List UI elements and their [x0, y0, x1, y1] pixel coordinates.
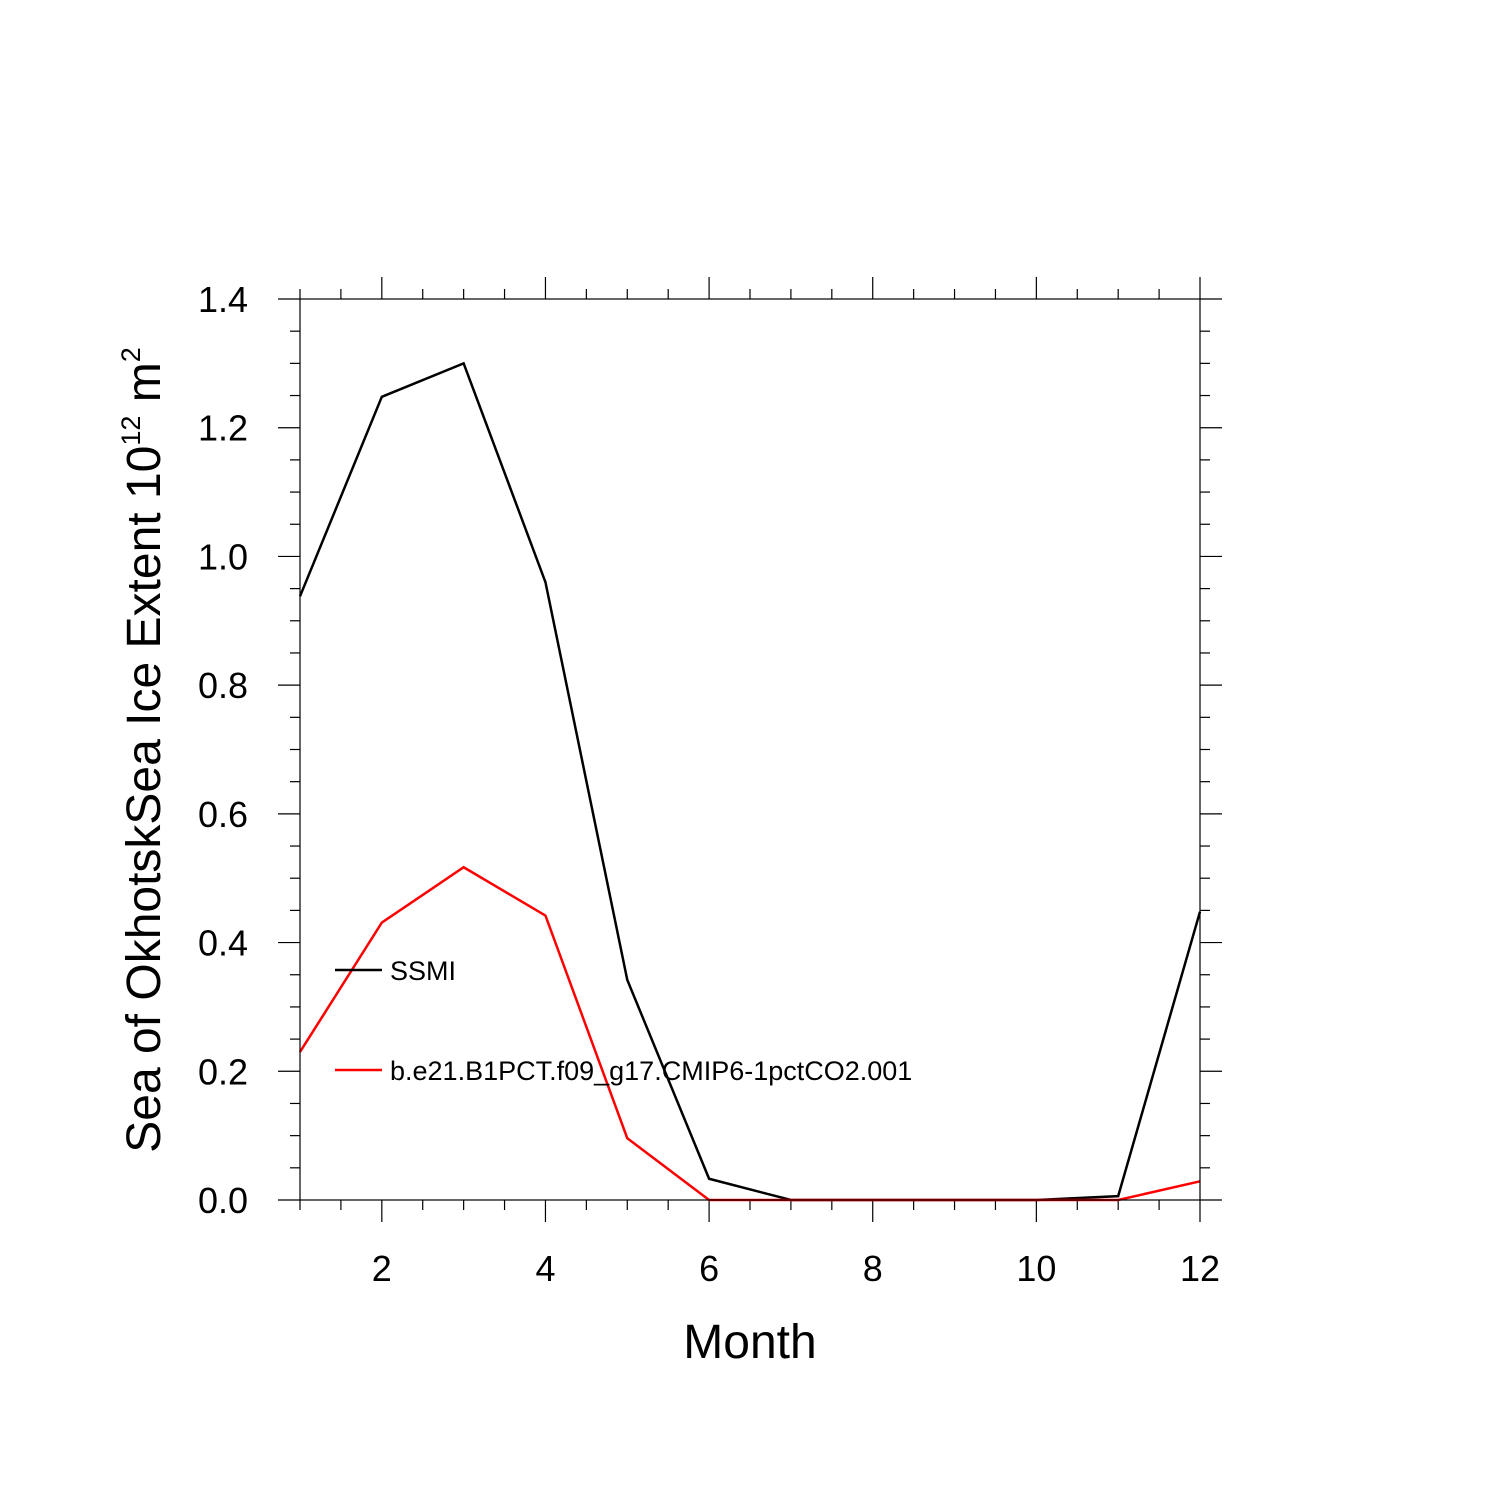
- axis-ticks: [278, 277, 1222, 1222]
- plot-frame: [299, 298, 1201, 1201]
- y-tick-label: 0.8: [198, 665, 248, 706]
- y-axis-title-exponent: 12: [116, 416, 146, 446]
- x-tick-label: 2: [372, 1248, 392, 1289]
- legend: SSMI b.e21.B1PCT.f09_g17.CMIP6-1pctCO2.0…: [335, 956, 912, 1086]
- y-tick-label: 1.2: [198, 408, 248, 449]
- x-tick-label: 6: [699, 1248, 719, 1289]
- x-tick-label: 10: [1016, 1248, 1056, 1289]
- y-axis-title-main: Sea of OkhotskSea Ice Extent 10: [118, 446, 171, 1153]
- y-axis-title-unit-exponent: 2: [116, 347, 146, 362]
- legend-label-ssmi: SSMI: [390, 956, 456, 986]
- y-axis-title: Sea of OkhotskSea Ice Extent 1012 m2: [116, 347, 171, 1153]
- tick-labels: 2 4 6 8 10 12 0.0 0.2 0.4 0.6 0.8 1.0 1.2 1.4: [198, 279, 1220, 1289]
- y-tick-label: 0.2: [198, 1051, 248, 1092]
- y-tick-label: 0.6: [198, 794, 248, 835]
- x-tick-label: 4: [535, 1248, 555, 1289]
- series-line-1: [298, 865, 1201, 1202]
- y-axis-title-unit: m: [118, 362, 171, 415]
- y-tick-label: 1.4: [198, 279, 248, 320]
- x-tick-label: 8: [863, 1248, 883, 1289]
- y-tick-label: 1.0: [198, 536, 248, 577]
- x-tick-label: 12: [1180, 1248, 1220, 1289]
- legend-label-model: b.e21.B1PCT.f09_g17.CMIP6-1pctCO2.001: [390, 1056, 912, 1086]
- x-axis-title: Month: [683, 1316, 816, 1369]
- y-tick-label: 0.0: [198, 1180, 248, 1221]
- y-tick-label: 0.4: [198, 923, 248, 964]
